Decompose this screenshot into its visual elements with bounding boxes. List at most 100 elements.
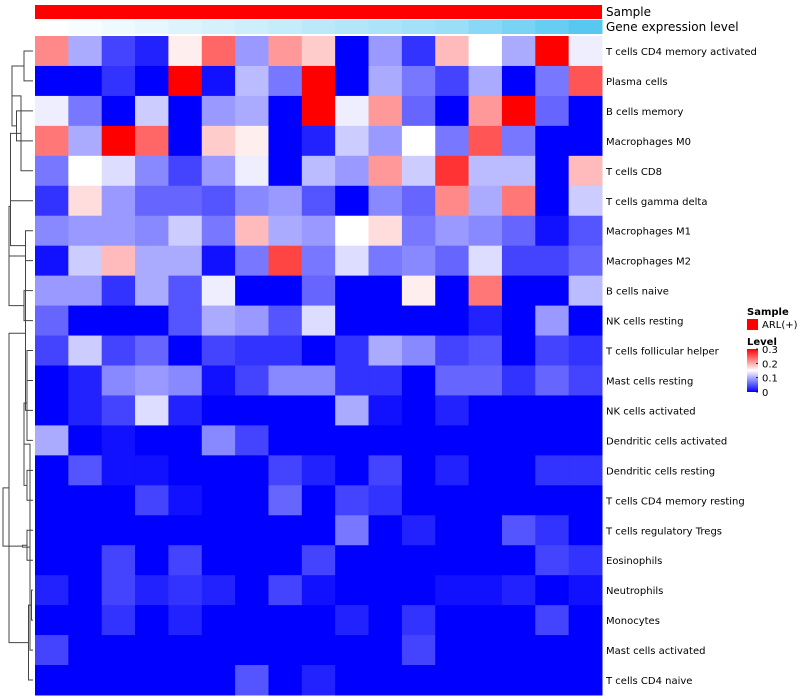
heatmap-cell: [235, 515, 269, 546]
heatmap-cell: [535, 185, 570, 217]
heatmap-cell: [401, 365, 436, 396]
heatmap-cell: [435, 215, 470, 247]
heatmap-cell: [501, 275, 536, 307]
heatmap-cell: [68, 275, 103, 307]
heatmap-cell: [68, 215, 103, 247]
heatmap-cell: [68, 575, 103, 606]
heatmap-cell: [68, 185, 103, 217]
heatmap-cell: [568, 305, 603, 337]
heatmap-cell: [201, 485, 236, 516]
heatmap-cell: [168, 575, 203, 606]
heatmap-cell: [335, 305, 370, 337]
heatmap-cell: [101, 185, 136, 217]
heatmap-cell: [135, 215, 169, 247]
heatmap-cell: [168, 605, 203, 636]
heatmap-cell: [301, 215, 336, 247]
heatmap-cell: [435, 575, 470, 606]
heatmap-cell: [535, 425, 570, 456]
heatmap-cell: [135, 335, 169, 366]
heatmap-cell: [68, 335, 103, 366]
heatmap-cell: [301, 335, 336, 366]
heatmap-cell: [68, 155, 103, 187]
heatmap-cell: [301, 185, 336, 217]
heatmap-cell: [368, 365, 403, 396]
heatmap-cell: [401, 455, 436, 486]
heatmap-cell: [568, 125, 603, 157]
heatmap-cell: [535, 515, 570, 546]
heatmap-cell: [335, 245, 370, 277]
row-labels: T cells CD4 memory activated Plasma cells…: [605, 47, 757, 687]
expression-annotation-cell: [568, 20, 603, 34]
heatmap-cell: [501, 605, 536, 636]
heatmap-cell: [168, 245, 203, 277]
heatmap-cell: [301, 635, 336, 666]
heatmap-cell: [335, 215, 370, 247]
heatmap-cell: [535, 245, 570, 277]
heatmap-cell: [235, 245, 269, 277]
heatmap-cell: [335, 395, 370, 426]
heatmap-cell: [501, 335, 536, 366]
heatmap-cell: [401, 485, 436, 516]
heatmap-cell: [101, 485, 136, 516]
heatmap-cell: [101, 275, 136, 307]
row-label: Dendritic cells resting: [606, 466, 715, 477]
heatmap-cell: [568, 245, 603, 277]
heatmap-cell: [68, 665, 103, 696]
heatmap-cell: [135, 395, 169, 426]
heatmap-cell: [168, 395, 203, 426]
heatmap-cell: [568, 515, 603, 546]
expression-annotation-cell: [101, 20, 136, 34]
heatmap-cell: [268, 245, 303, 277]
heatmap-cell: [335, 65, 370, 97]
heatmap-cell: [268, 425, 303, 456]
row-label: Plasma cells: [606, 77, 668, 88]
heatmap-cell: [235, 545, 269, 576]
heatmap-cell: [501, 245, 536, 277]
heatmap-cell: [268, 215, 303, 247]
heatmap-cell: [201, 455, 236, 486]
heatmap-cell: [268, 605, 303, 636]
heatmap-cell: [535, 605, 570, 636]
heatmap-cell: [35, 215, 69, 247]
row-label: T cells CD8: [605, 167, 662, 178]
heatmap-cell: [568, 545, 603, 576]
heatmap-cell: [435, 245, 470, 277]
heatmap-cell: [268, 455, 303, 486]
heatmap-cell: [201, 275, 236, 307]
heatmap-cell: [268, 95, 303, 127]
heatmap-cell: [201, 575, 236, 606]
heatmap-cell: [401, 185, 436, 217]
heatmap-cell: [468, 215, 503, 247]
row-label: T cells follicular helper: [605, 347, 720, 358]
heatmap-cell: [468, 545, 503, 576]
heatmap-cell: [435, 95, 470, 127]
heatmap-cell: [268, 575, 303, 606]
heatmap-cell: [168, 455, 203, 486]
heatmap-cell: [268, 665, 303, 696]
heatmap-cell: [168, 185, 203, 217]
heatmap-cell: [101, 125, 136, 157]
heatmap-cell: [68, 245, 103, 277]
heatmap-cell: [401, 515, 436, 546]
heatmap-cell: [101, 36, 136, 67]
heatmap-cell: [201, 605, 236, 636]
heatmap-cell: [435, 335, 470, 366]
heatmap-cell: [201, 245, 236, 277]
heatmap-cell: [68, 395, 103, 426]
dendrogram-branch: [16, 110, 33, 142]
heatmap-cell: [135, 545, 169, 576]
heatmap-cell: [568, 635, 603, 666]
heatmap-cell: [401, 215, 436, 247]
heatmap-cell: [101, 395, 136, 426]
heatmap-cell: [35, 275, 69, 307]
heatmap-cell: [468, 275, 503, 307]
heatmap-cell: [68, 425, 103, 456]
heatmap-cell: [568, 95, 603, 127]
heatmap-cell: [301, 65, 336, 97]
heatmap-cell: [235, 485, 269, 516]
heatmap-cell: [468, 575, 503, 606]
heatmap-cell: [268, 635, 303, 666]
heatmap-cell: [468, 485, 503, 516]
heatmap-cell: [101, 455, 136, 486]
heatmap-cell: [435, 665, 470, 696]
